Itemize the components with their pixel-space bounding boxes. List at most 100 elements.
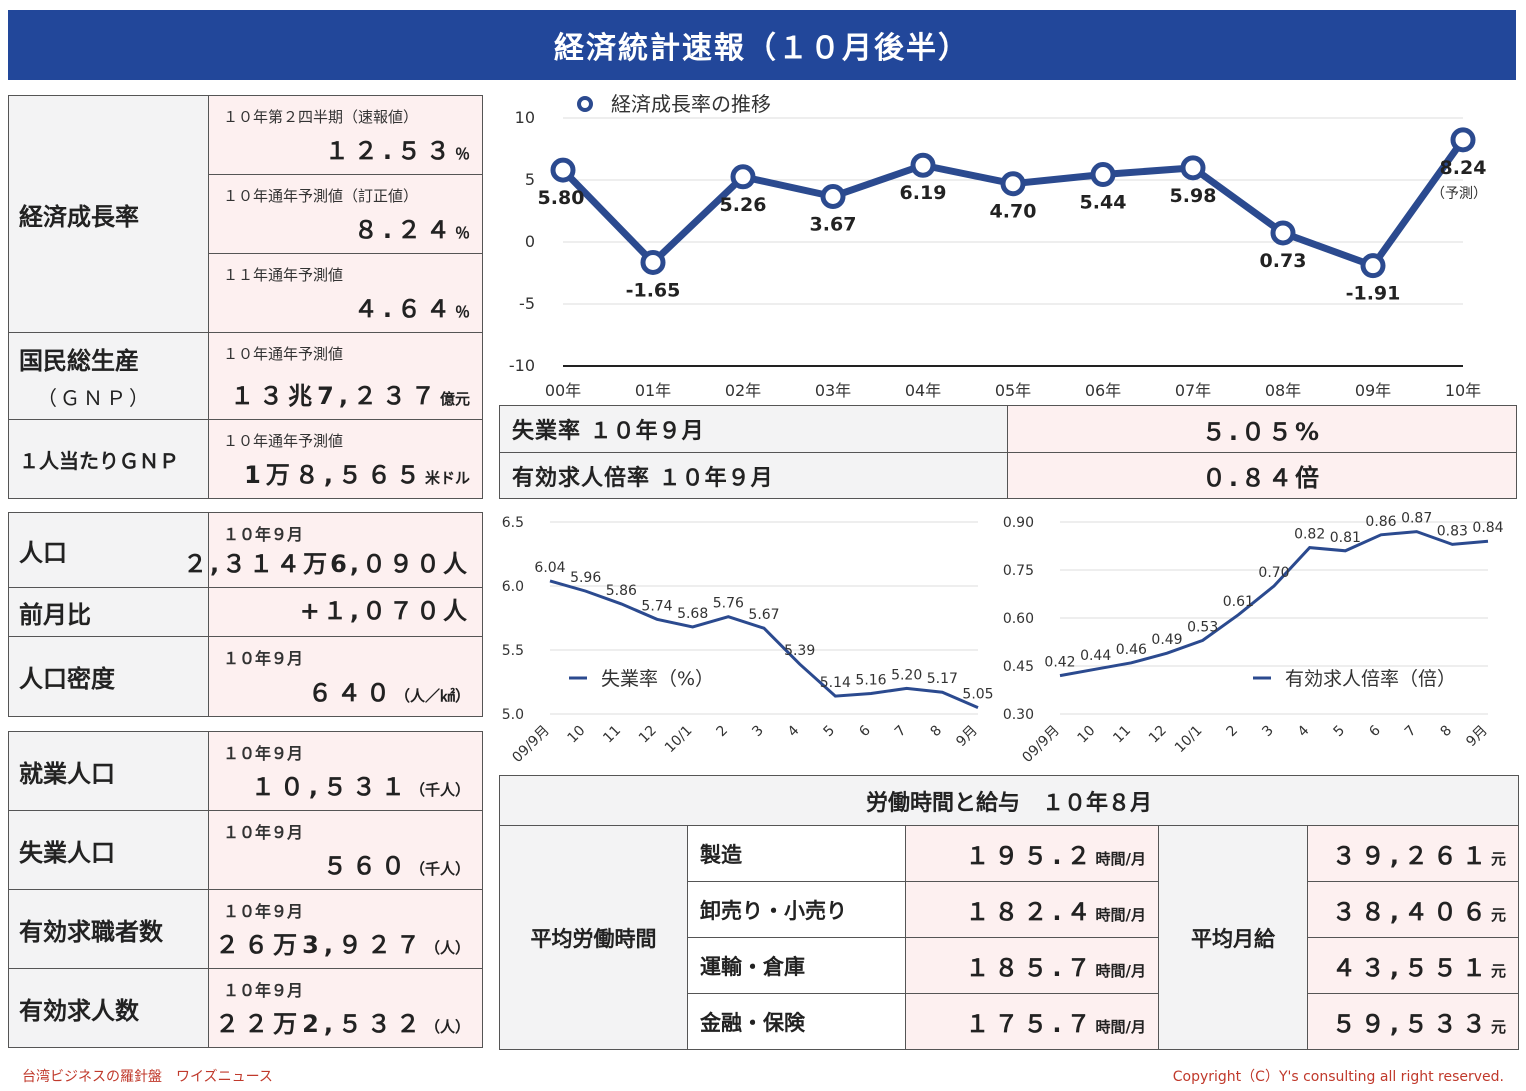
job-seekers-value: ２６万3,９２７ [215,931,425,959]
density-cell: １０年９月 ６４０（人／㎢） [208,636,483,717]
job-ratio-value: ０.８４倍 [1007,452,1517,499]
per-capita-value: 1万８,５６５ [244,461,425,489]
data-point [1360,253,1386,279]
density-value: ６４０ [307,679,395,707]
data-label: 0.70 [1258,565,1289,581]
y-tick-label: -5 [519,294,535,313]
footer-source: 台湾ビジネスの羅針盤 ワイズニュース [22,1069,273,1085]
job-seekers-sub: １０年９月 [223,902,304,921]
x-tick-label: 12 [1146,723,1170,747]
x-tick-label: 02年 [725,381,761,400]
hours-unit: 時間/月 [1095,962,1146,980]
unemployed-cell: １０年９月 ５６０（千人） [208,810,483,890]
population-label: 人口 [8,512,209,588]
x-tick-label: 09/9月 [1019,723,1062,766]
wage-unit: 元 [1491,1018,1507,1036]
data-label: 5.14 [820,675,851,691]
wage-value: ４３,５５１元 [1306,937,1520,994]
data-label: 5.80 [538,187,585,209]
growth-10-value: ８.２４ [353,216,455,244]
job-openings-sub: １０年９月 [223,981,304,1000]
population-table: 人口 １０年９月 ２,３１４万6,０９０人 前月比 +１,０７０人 人口密度 １… [8,512,483,717]
data-label: 5.74 [641,598,672,614]
wage-value: ５９,５３３元 [1306,993,1520,1050]
employed-cell: １０年９月 １０,５３１（千人） [208,731,483,811]
x-tick-label: 6 [856,722,874,740]
population-cell: １０年９月 ２,３１４万6,０９０人 [183,512,483,588]
data-label: 5.17 [927,671,958,687]
legend-label: 経済成長率の推移 [611,92,771,116]
hours-unit: 時間/月 [1095,1018,1146,1036]
gnp-label-cell: 国民総生産 （ＧＮＰ） [8,332,209,420]
employed-value: １０,５３１ [250,773,410,801]
data-label: 0.81 [1330,530,1361,546]
wage-number: ３９,２６１ [1331,842,1492,870]
data-label: 0.61 [1223,594,1254,610]
unemployed-label: 失業人口 [8,810,209,890]
job-seekers-unit: （人） [424,939,470,957]
data-label: 0.73 [1260,250,1307,272]
wage-unit: 元 [1491,962,1507,980]
x-tick-label: 10/1 [662,723,696,757]
per-capita-cell: １０年通年予測値 1万８,５６５米ドル [208,419,483,499]
hours-value: １８２.４時間/月 [905,881,1159,938]
data-label: 5.26 [720,194,767,216]
y-tick-label: -10 [509,356,535,375]
data-label: 0.42 [1044,655,1075,671]
growth-10-cell: １０年通年予測値（訂正値） ８.２４％ [208,174,483,254]
data-label: 5.96 [570,570,601,586]
x-tick-label: 4 [1295,722,1313,740]
population-value: ２,３１４万6,０９０人 [183,550,470,578]
x-tick-label: 3 [1259,723,1277,741]
y-tick-label: 0.45 [1003,659,1034,675]
data-point [820,183,846,209]
data-point [1270,220,1296,246]
industry-label: 卸売り・小売り [687,881,906,938]
growth-10-unit: ％ [454,224,470,242]
data-point [910,152,936,178]
data-label: 0.53 [1187,619,1218,635]
gnp-sub: １０年通年予測値 [223,345,344,363]
wage-unit: 元 [1491,906,1507,924]
density-label: 人口密度 [8,636,209,717]
employed-label: 就業人口 [8,731,209,811]
gnp-value: １３兆7,２３７ [230,382,440,410]
y-tick-label: 5.0 [502,707,524,723]
x-tick-label: 8 [928,723,946,741]
page-title: 経済統計速報（１０月後半） [554,31,970,66]
x-tick-label: 5 [1331,723,1349,741]
unemployment-rate-chart: 6.5 6.0 5.5 5.009/9月 10 11 12 10/1 2 3 4 5 6 7 8 9月 6.04… [502,515,994,766]
y-tick-label: 5 [525,170,535,189]
y-tick-label: 0.30 [1003,707,1034,723]
x-tick-label: 7 [1402,723,1420,741]
growth-label: 経済成長率 [8,95,209,333]
employed-sub: １０年９月 [223,744,304,763]
x-tick-label: 08年 [1265,381,1301,400]
series-line [549,579,979,709]
data-label: 5.39 [784,643,815,659]
hours-unit: 時間/月 [1095,850,1146,868]
footer-copyright: Copyright（C）Y's consulting all right res… [1172,1069,1504,1085]
x-tick-label: 04年 [905,381,941,400]
y-tick-label: 6.0 [502,579,524,595]
legend-label: 有効求人倍率（倍） [1285,668,1456,690]
avg-hours-label: 平均労働時間 [499,825,688,1050]
x-tick-label: 9月 [953,723,981,751]
mom-cell: +１,０７０人 [208,587,483,637]
data-label: 5.44 [1080,192,1127,214]
y-tick-label: 5.5 [502,643,524,659]
hours-value: １８５.７時間/月 [905,937,1159,994]
wage-number: ５９,５３３ [1331,1010,1492,1038]
job-seekers-label: 有効求職者数 [8,889,209,969]
data-label: 5.98 [1170,185,1217,207]
growth-11-value: ４.６４ [353,295,455,323]
hours-number: １９５.２ [965,842,1096,870]
y-tick-label: 0.90 [1003,515,1034,531]
gnp-unit: 億元 [439,390,470,408]
unemployment-rate-label: 失業率 １０年９月 [499,405,1008,453]
x-tick-label: 09/9月 [509,723,552,766]
forecast-annotation: （予測） [1431,186,1487,202]
data-label: -1.65 [626,279,681,301]
industry-label: 製造 [687,825,906,882]
x-tick-label: 6 [1366,722,1384,740]
